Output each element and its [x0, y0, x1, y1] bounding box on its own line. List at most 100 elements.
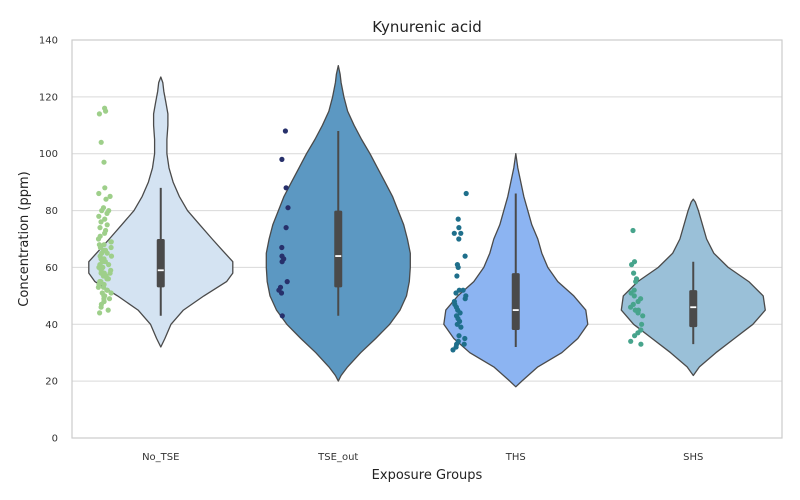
- x-tick-label: SHS: [683, 452, 703, 463]
- strip-points: [95, 105, 646, 353]
- data-point: [103, 196, 109, 202]
- data-point: [279, 259, 285, 265]
- data-point: [279, 313, 285, 319]
- y-tick-label: 140: [39, 36, 58, 47]
- data-point: [102, 230, 108, 236]
- data-point: [463, 190, 469, 197]
- iqr-box-THS: [511, 273, 520, 330]
- data-point: [457, 310, 463, 316]
- data-point: [640, 313, 646, 319]
- data-point: [283, 185, 289, 191]
- data-point: [107, 270, 113, 276]
- x-tick-labels: No_TSE TSE_out THS SHS: [142, 452, 703, 463]
- data-point: [104, 210, 110, 216]
- x-tick-label: No_TSE: [142, 452, 179, 463]
- data-point: [106, 262, 112, 268]
- y-tick-label: 0: [52, 434, 58, 445]
- data-point: [101, 159, 107, 165]
- data-point: [278, 290, 285, 296]
- data-point: [629, 262, 635, 268]
- data-point: [456, 236, 462, 242]
- y-tick-labels: 0 20 40 60 80 100 120 140: [39, 36, 58, 445]
- y-axis-label: Concentration (ppm): [17, 171, 32, 306]
- data-point: [96, 111, 102, 117]
- data-point: [458, 324, 464, 330]
- iqr-box-TSE_out: [334, 210, 343, 288]
- data-point: [108, 253, 115, 259]
- data-point: [451, 230, 457, 236]
- data-point: [635, 310, 641, 316]
- data-point: [97, 310, 103, 316]
- data-point: [631, 270, 637, 276]
- data-point: [635, 298, 641, 305]
- data-point: [96, 213, 102, 219]
- box-summaries: [156, 130, 698, 348]
- data-point: [106, 296, 113, 302]
- data-point: [460, 287, 466, 293]
- data-point: [104, 287, 110, 293]
- data-point: [458, 230, 464, 236]
- data-point: [99, 208, 105, 214]
- data-point: [462, 335, 468, 342]
- data-point: [630, 227, 636, 234]
- y-tick-label: 60: [45, 263, 58, 274]
- data-point: [108, 239, 114, 245]
- data-point: [104, 250, 110, 256]
- data-point: [628, 304, 634, 310]
- data-point: [95, 236, 102, 242]
- data-point: [283, 225, 289, 231]
- data-point: [95, 284, 101, 290]
- data-point: [628, 338, 634, 344]
- x-tick-label: THS: [505, 452, 526, 463]
- y-tick-label: 80: [45, 206, 58, 217]
- data-point: [100, 273, 106, 279]
- data-point: [454, 321, 460, 327]
- data-point: [632, 333, 638, 339]
- data-point: [450, 347, 456, 353]
- data-point: [98, 219, 104, 225]
- data-point: [633, 279, 639, 285]
- data-point: [461, 341, 467, 347]
- data-point: [104, 222, 110, 228]
- data-point: [108, 290, 114, 296]
- data-point: [631, 293, 637, 299]
- data-point: [105, 307, 111, 313]
- data-point: [97, 225, 103, 231]
- y-tick-label: 20: [45, 377, 58, 388]
- x-tick-label: TSE_out: [317, 452, 358, 463]
- data-point: [462, 253, 468, 259]
- data-point: [456, 333, 462, 339]
- data-point: [282, 128, 288, 134]
- data-point: [98, 304, 104, 310]
- y-tick-label: 100: [39, 149, 58, 160]
- data-point: [107, 193, 113, 199]
- data-point: [456, 225, 462, 231]
- data-point: [284, 279, 290, 285]
- data-point: [638, 341, 644, 347]
- data-point: [98, 139, 104, 145]
- data-point: [101, 242, 107, 248]
- data-point: [285, 205, 291, 211]
- data-point: [455, 216, 461, 222]
- iqr-box-No_TSE: [156, 239, 165, 288]
- data-point: [279, 156, 285, 162]
- data-point: [455, 264, 461, 270]
- data-point: [96, 190, 102, 197]
- data-point: [454, 273, 460, 279]
- data-point: [453, 290, 459, 296]
- data-point: [108, 244, 114, 251]
- y-tick-label: 120: [39, 92, 58, 103]
- x-axis-label: Exposure Groups: [372, 468, 483, 483]
- data-point: [103, 108, 109, 114]
- data-point: [104, 276, 110, 282]
- iqr-box-SHS: [689, 290, 698, 328]
- chart-title: Kynurenic acid: [372, 18, 482, 36]
- data-point: [462, 296, 468, 302]
- data-point: [279, 244, 285, 251]
- data-point: [102, 185, 108, 191]
- data-point: [639, 321, 645, 327]
- y-tick-label: 40: [45, 320, 58, 331]
- data-point: [102, 216, 108, 222]
- plot-frame: [71, 39, 783, 439]
